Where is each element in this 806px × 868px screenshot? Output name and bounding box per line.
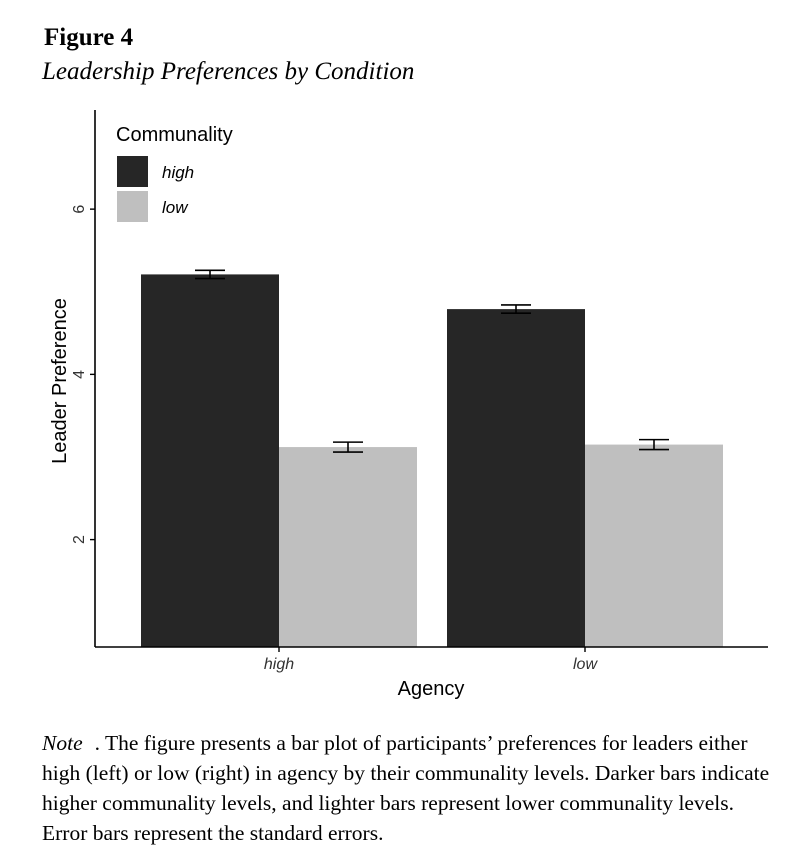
bars-layer [141,274,723,647]
error-bar-low-agency-low-communality [639,438,669,451]
legend-swatch-high [117,156,148,187]
x-tick-label: high [264,656,294,673]
figure-title: Leadership Preferences by Condition [42,58,415,85]
note-text: The figure presents a bar plot of partic… [42,731,770,845]
figure-note: Note. The figure presents a bar plot of … [42,731,770,845]
legend-swatch-low [117,191,148,222]
error-bar-high-agency-high-communality [195,269,225,280]
y-tick-label: 6 [71,205,88,214]
x-tick-label: low [573,656,598,673]
legend-label-high: high [162,163,194,182]
y-tick-label: 2 [71,535,88,544]
legend-title: Communality [116,124,233,146]
legend-items: high low [117,156,194,222]
legend-label-low: low [162,198,189,217]
bar-low-agency-low-communality [585,444,723,647]
legend: Communality high low [116,124,233,222]
figure-label: Figure 4 [44,24,134,51]
error-bars-layer [195,269,669,453]
bar-high-agency-high-communality [141,274,279,647]
y-axis-title: Leader Preference [49,298,71,464]
x-ticks: high low [264,647,598,673]
note-label: Note [42,731,83,755]
error-bar-high-agency-low-communality [333,441,363,453]
x-axis-title: Agency [398,678,465,700]
y-ticks: 2 4 6 [71,205,95,544]
bar-high-agency-low-communality [279,447,417,647]
bar-low-agency-high-communality [447,309,585,647]
y-tick-label: 4 [71,370,88,379]
error-bar-low-agency-high-communality [501,304,531,315]
